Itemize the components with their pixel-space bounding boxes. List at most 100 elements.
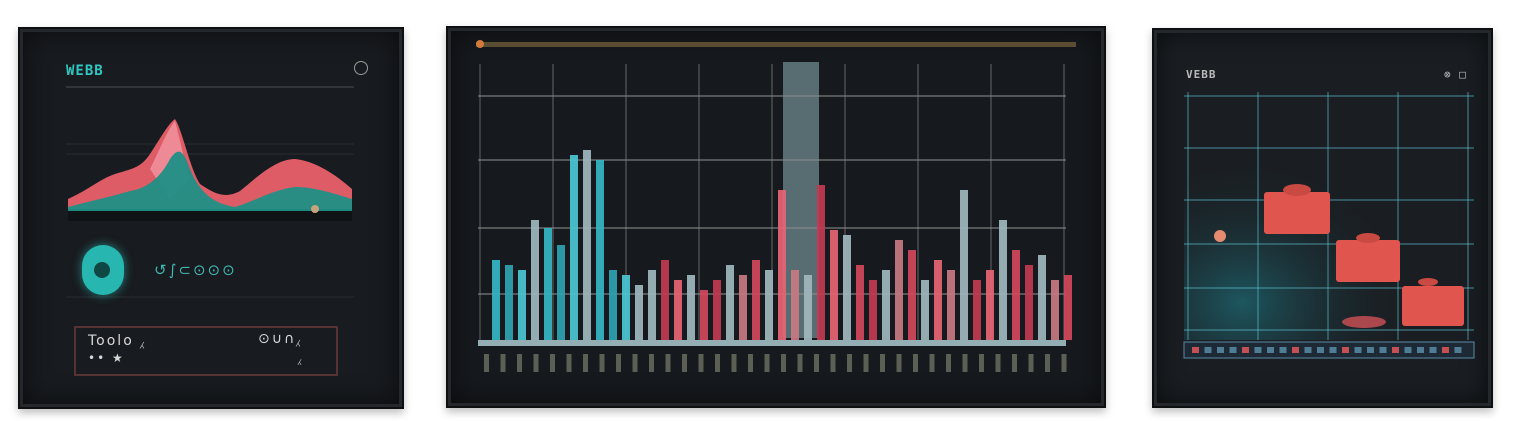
strip-dash — [1192, 347, 1199, 353]
bar — [1025, 265, 1033, 340]
tick-mark — [913, 354, 918, 372]
tick-mark — [830, 354, 836, 372]
left-widget-panel: WEBB ↺∫⊂⊙⊙⊙ Toolo ⁁ •• ★ ⊙∪∩⁁ ⁁ — [18, 27, 404, 409]
tick-mark — [665, 354, 671, 372]
strip-dash — [1254, 347, 1262, 353]
area-series-coral — [68, 119, 352, 209]
shadow-marker — [1342, 316, 1386, 328]
strip-dash — [1279, 347, 1287, 353]
step-block-1-cap — [1283, 184, 1311, 196]
tick-mark — [1028, 354, 1034, 372]
center-bar-chart — [476, 40, 1076, 372]
footer-frame — [74, 326, 338, 376]
info-icon[interactable] — [354, 61, 368, 75]
tick-mark — [731, 354, 737, 372]
tick-mark — [1012, 354, 1017, 372]
tick-mark — [946, 354, 951, 372]
bar — [505, 265, 513, 340]
bar — [570, 155, 578, 340]
tick-mark — [764, 354, 770, 372]
strip-dash — [1392, 347, 1399, 353]
tick-mark — [781, 354, 786, 372]
bar — [1064, 275, 1072, 340]
tick-row — [484, 354, 1067, 372]
bar — [999, 220, 1007, 340]
bar — [986, 270, 994, 340]
bar — [856, 265, 864, 340]
highlight-column — [783, 62, 819, 338]
step-block-2 — [1336, 240, 1400, 282]
tick-mark — [599, 354, 605, 372]
bar — [778, 190, 786, 340]
status-strip-dashes — [1192, 347, 1462, 353]
strip-dash — [1429, 347, 1437, 353]
strip-dash — [1379, 347, 1387, 353]
bar — [1012, 250, 1020, 340]
tick-mark — [550, 354, 555, 372]
tick-mark — [649, 354, 654, 372]
strip-dash — [1304, 347, 1312, 353]
bar — [921, 280, 929, 340]
strip-dash — [1329, 347, 1337, 353]
status-toggle[interactable] — [82, 245, 124, 295]
step-block-1 — [1264, 192, 1330, 234]
right-grid-chart — [1183, 92, 1475, 359]
top-left-indicator — [476, 40, 484, 48]
footer-left-line1: Toolo ⁁ — [88, 333, 146, 349]
tick-mark — [484, 354, 489, 372]
bar — [882, 270, 890, 340]
bar — [791, 270, 799, 340]
strip-dash — [1242, 347, 1249, 353]
status-icon-row: ↺∫⊂⊙⊙⊙ — [154, 261, 237, 279]
strip-dash — [1229, 347, 1237, 353]
bar — [674, 280, 682, 340]
bar — [713, 280, 721, 340]
bar — [557, 245, 565, 340]
strip-dash — [1417, 347, 1424, 353]
step-block-3 — [1402, 286, 1464, 326]
tick-mark — [863, 354, 869, 372]
left-panel-title: WEBB — [66, 63, 104, 79]
outlier-marker — [1214, 230, 1226, 242]
bar — [960, 190, 968, 340]
bar — [934, 260, 942, 340]
tick-mark — [896, 354, 902, 372]
bar — [492, 260, 500, 340]
strip-dash — [1317, 347, 1324, 353]
strip-dash — [1454, 347, 1462, 353]
bar — [635, 285, 643, 340]
data-point-marker — [311, 205, 319, 213]
tick-mark — [995, 354, 1001, 372]
center-bar-chart-panel — [446, 26, 1106, 408]
tick-mark — [814, 354, 819, 372]
bar — [765, 270, 773, 340]
tick-mark — [1045, 354, 1050, 372]
tick-mark — [797, 354, 803, 372]
bar — [622, 275, 630, 340]
bar — [739, 275, 747, 340]
tick-mark — [880, 354, 885, 372]
bar — [908, 250, 916, 340]
tick-mark — [682, 354, 687, 372]
tick-mark — [566, 354, 572, 372]
bar — [804, 275, 812, 340]
tick-mark — [962, 354, 968, 372]
left-area-chart — [66, 86, 354, 376]
bar — [947, 270, 955, 340]
strip-dash — [1442, 347, 1449, 353]
top-accent-strip — [476, 42, 1076, 47]
tick-mark — [715, 354, 720, 372]
tick-mark — [500, 354, 506, 372]
bar — [531, 220, 539, 340]
strip-dash — [1204, 347, 1212, 353]
bar — [687, 275, 695, 340]
strip-dash — [1367, 347, 1374, 353]
bar — [648, 270, 656, 340]
right-panel-title: VEBB — [1186, 68, 1217, 81]
close-icon[interactable]: ⊗ □ — [1444, 68, 1467, 81]
baseline-bar — [478, 340, 1066, 346]
bar-series — [492, 150, 1072, 340]
area-series-teal — [68, 151, 352, 214]
bottom-status-strip — [1183, 341, 1475, 359]
